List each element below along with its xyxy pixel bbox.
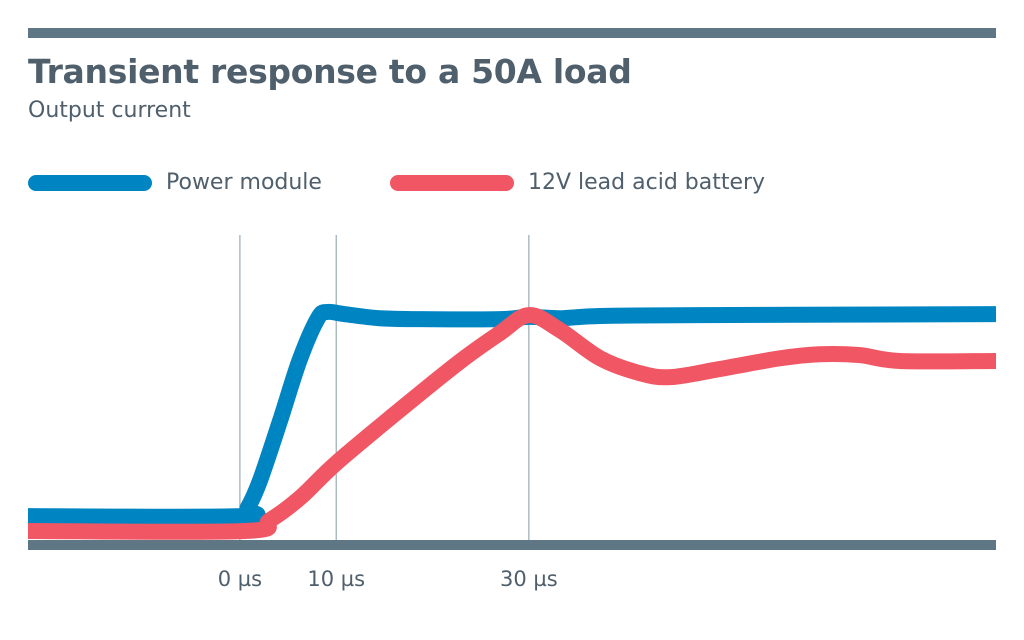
- x-tick-label: 10 µs: [307, 567, 366, 591]
- series-line-power-module: [27, 303, 997, 525]
- legend-swatch-lead-acid-battery: [390, 174, 514, 191]
- legend-item-lead-acid-battery: 12V lead acid battery: [390, 170, 765, 195]
- x-tick-label: 30 µs: [499, 567, 558, 591]
- x-tick-label: 0 µs: [217, 567, 263, 591]
- legend-item-power-module: Power module: [28, 170, 322, 195]
- legend-label: 12V lead acid battery: [528, 170, 766, 195]
- legend-swatch-power-module: [28, 174, 152, 191]
- chart-subtitle: Output current: [28, 98, 191, 123]
- top-rule: [28, 28, 996, 38]
- series-line-lead-acid-battery: [27, 307, 997, 540]
- x-axis-bar: [28, 540, 996, 550]
- legend-label: Power module: [166, 170, 322, 195]
- chart-title: Transient response to a 50A load: [28, 52, 632, 91]
